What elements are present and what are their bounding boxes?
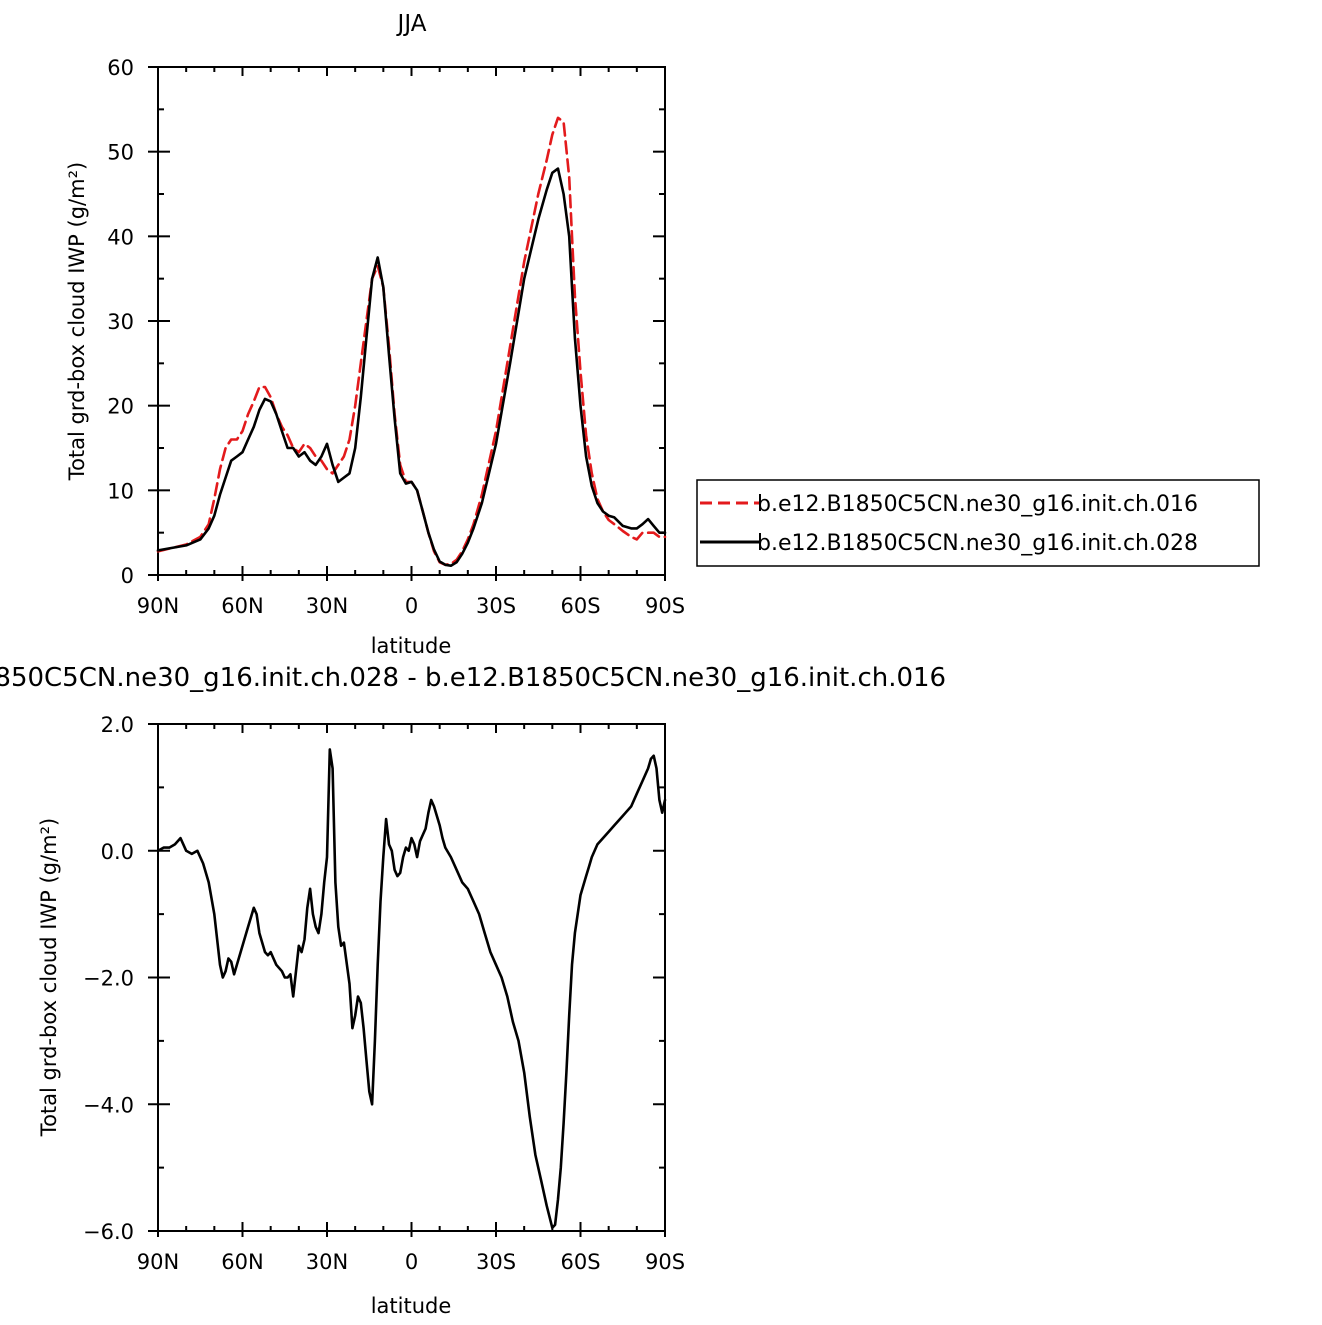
bottom-x-axis-label: latitude: [371, 1294, 452, 1318]
bottom-series-line-0: [156, 748, 667, 1230]
legend-label-016: b.e12.B1850C5CN.ne30_g16.init.ch.016: [757, 492, 1198, 517]
top-x-axis-label: latitude: [371, 634, 452, 658]
bottom-axis-ticks: [148, 723, 666, 1237]
top-y-tick-label: 30: [107, 310, 134, 334]
bottom-x-tick-label: 90S: [645, 1250, 685, 1274]
top-y-tick-label: 60: [107, 56, 134, 80]
bottom-y-tick-label: −6.0: [83, 1220, 134, 1244]
bottom-panel-title: b.e12.B1850C5CN.ne30_g16.init.ch.028 - b…: [0, 663, 946, 693]
bottom-x-tick-label: 0: [405, 1250, 418, 1274]
bottom-x-tick-label: 60S: [560, 1250, 600, 1274]
top-x-tick-label: 30N: [306, 594, 348, 618]
top-x-tick-labels: 90N 60N 30N 0 30S 60S 90S: [137, 594, 685, 618]
top-x-tick-label: 90S: [645, 594, 685, 618]
top-y-tick-label: 40: [107, 225, 134, 249]
legend-label-028: b.e12.B1850C5CN.ne30_g16.init.ch.028: [757, 531, 1198, 556]
top-y-tick-label: 0: [121, 564, 134, 588]
bottom-x-tick-label: 30S: [476, 1250, 516, 1274]
bottom-y-tick-label: −4.0: [83, 1093, 134, 1117]
top-x-tick-label: 60S: [560, 594, 600, 618]
bottom-x-tick-labels: 90N 60N 30N 0 30S 60S 90S: [137, 1250, 685, 1274]
top-axis-ticks: [148, 66, 666, 581]
bottom-plot-frame: [157, 723, 666, 1232]
legend-box: [696, 479, 1260, 567]
bottom-x-tick-label: 60N: [221, 1250, 263, 1274]
bottom-y-tick-labels: −6.0 −4.0 −2.0 0.0 2.0: [83, 713, 134, 1244]
top-x-tick-label: 30S: [476, 594, 516, 618]
top-y-tick-label: 10: [107, 479, 134, 503]
top-y-tick-labels: 0 10 20 30 40 50 60: [107, 56, 134, 588]
bottom-x-tick-label: 30N: [306, 1250, 348, 1274]
top-series-group: [156, 116, 667, 568]
legend: b.e12.B1850C5CN.ne30_g16.init.ch.016 b.e…: [696, 479, 1260, 567]
top-x-tick-label: 60N: [221, 594, 263, 618]
bottom-y-tick-label: −2.0: [83, 967, 134, 991]
bottom-series-group: [156, 748, 667, 1230]
top-plot-frame: [157, 66, 666, 576]
bottom-x-tick-label: 90N: [137, 1250, 179, 1274]
top-series-line-1: [156, 167, 667, 568]
top-series-line-0: [156, 116, 667, 567]
bottom-panel: b.e12.B1850C5CN.ne30_g16.init.ch.028 - b…: [0, 663, 946, 1318]
top-y-tick-label: 20: [107, 395, 134, 419]
top-x-tick-label: 0: [405, 594, 418, 618]
bottom-y-tick-label: 2.0: [101, 713, 134, 737]
top-y-tick-label: 50: [107, 141, 134, 165]
top-y-axis-label: Total grd-box cloud IWP (g/m²): [65, 162, 89, 481]
top-panel: JJA 90N 60N 30N 0 30S 60S 90S 0 10 20 30 40 50 60 la…: [65, 11, 1260, 658]
top-panel-title: JJA: [396, 11, 427, 37]
bottom-y-tick-label: 0.0: [101, 840, 134, 864]
top-x-tick-label: 90N: [137, 594, 179, 618]
bottom-y-axis-label: Total grd-box cloud IWP (g/m²): [37, 818, 61, 1137]
